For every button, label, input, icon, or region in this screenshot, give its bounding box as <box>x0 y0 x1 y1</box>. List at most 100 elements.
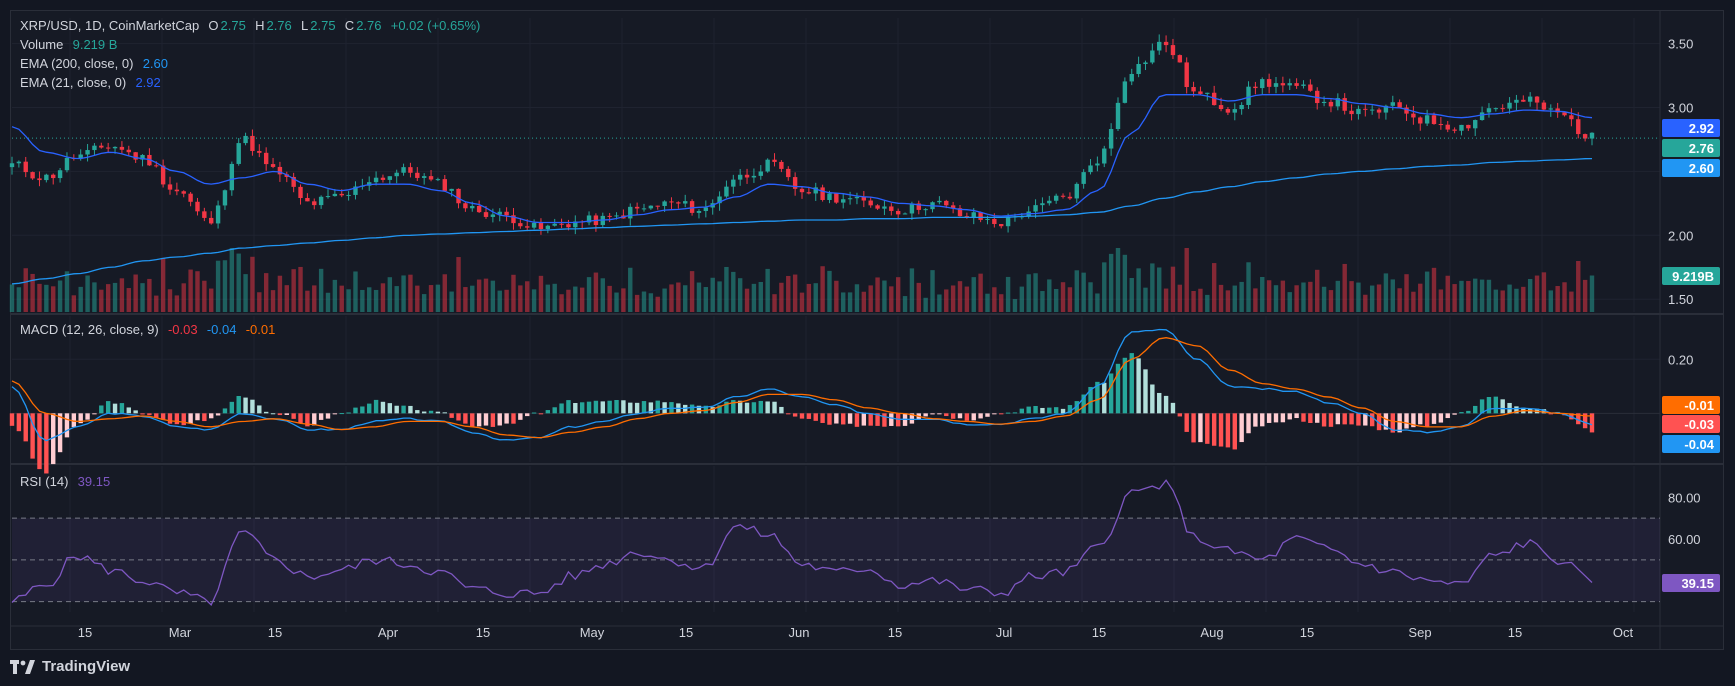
volume-bar <box>600 278 605 312</box>
macd-histogram-bar <box>497 413 502 426</box>
macd-histogram-bar <box>1363 413 1368 426</box>
ema200-badge-bg <box>1662 159 1720 177</box>
close-value: 2.76 <box>356 18 382 33</box>
macd-histogram-bar <box>724 401 729 414</box>
candle-body <box>689 201 695 213</box>
volume-bar <box>435 284 441 312</box>
macd-legend[interactable]: MACD (12, 26, close, 9) -0.03 -0.04 -0.0… <box>20 322 277 337</box>
volume-bar <box>703 287 709 312</box>
macd-histogram-bar <box>1019 408 1025 414</box>
macd-badge: -0.04 <box>1684 437 1714 452</box>
volume-bar <box>497 290 502 312</box>
macd-histogram-bar <box>1431 413 1437 424</box>
candle-body <box>209 217 214 224</box>
volume-bar <box>1555 286 1560 312</box>
candle-body <box>1053 195 1059 201</box>
macd-histogram-bar <box>174 413 180 425</box>
candle-body <box>1294 83 1299 86</box>
macd-histogram-bar <box>593 400 599 414</box>
volume-bar <box>889 286 894 312</box>
volume-bar <box>1157 267 1162 312</box>
candle-body <box>51 174 56 179</box>
candle-body <box>827 193 832 200</box>
macd-histogram-bar <box>325 413 331 419</box>
volume-legend[interactable]: Volume 9.219 B <box>20 37 119 52</box>
macd-histogram-bar <box>78 413 83 424</box>
macd-histogram-bar <box>243 397 248 414</box>
volume-bar <box>641 291 647 312</box>
candle-body <box>1060 195 1066 197</box>
volume-bar <box>209 288 214 312</box>
volume-bar <box>1108 253 1114 312</box>
macd-histogram-bar <box>1438 413 1444 423</box>
macd-histogram-bar <box>1005 412 1011 414</box>
macd-histogram-bar <box>655 400 660 414</box>
candle-body <box>518 223 523 227</box>
macd-histogram-bar <box>545 410 551 414</box>
volume-bar <box>1136 268 1141 312</box>
candle-body <box>765 159 770 172</box>
candle-body <box>167 184 173 190</box>
candle-body <box>483 212 489 217</box>
volume-bar <box>1466 280 1471 312</box>
macd-hist-badge: -0.03 <box>1684 417 1714 432</box>
macd-histogram-bar <box>971 413 976 421</box>
volume-bar <box>16 287 22 312</box>
macd-histogram-bar <box>51 413 56 465</box>
candle-body <box>648 205 654 209</box>
volume-bar <box>119 278 125 312</box>
macd-histogram-bar <box>1541 409 1547 414</box>
candle-body <box>1452 129 1457 131</box>
volume-bar <box>415 285 420 312</box>
candles <box>9 34 1595 235</box>
candle-body <box>834 193 839 203</box>
candle-body <box>1459 124 1464 131</box>
rsi-legend[interactable]: RSI (14) 39.15 <box>20 474 112 489</box>
candle-body <box>92 145 97 151</box>
volume-bar <box>421 294 427 312</box>
volume-bar <box>346 289 351 312</box>
volume-bar <box>724 266 729 312</box>
tradingview-watermark[interactable]: TradingView <box>10 658 130 675</box>
macd-histogram-bar <box>978 413 983 419</box>
candle-body <box>1081 172 1086 184</box>
macd-histogram-bar <box>779 406 784 414</box>
price-axis-label: 2.00 <box>1668 228 1693 243</box>
candle-body <box>215 205 221 224</box>
macd-line-value: -0.04 <box>206 322 237 337</box>
ema200-legend[interactable]: EMA (200, close, 0) 2.60 <box>20 56 170 71</box>
volume-bar <box>456 257 461 312</box>
macd-histogram-bar <box>1253 413 1258 427</box>
candle-body <box>1273 83 1279 87</box>
volume-bar <box>1383 273 1389 312</box>
volume-bar <box>1507 284 1512 312</box>
macd-histogram-bar <box>1548 413 1553 415</box>
macd-histogram-bar <box>628 402 633 414</box>
macd-histogram-bar <box>1349 413 1354 425</box>
candle-body <box>1074 183 1079 199</box>
macd-histogram-bar <box>291 413 296 419</box>
candle-body <box>1177 55 1183 63</box>
candle-body <box>1163 41 1169 46</box>
macd-histogram-bar <box>408 405 413 414</box>
macd-histogram-bar <box>786 413 791 415</box>
macd-histogram-bar <box>1191 413 1196 443</box>
macd-histogram-bar <box>1582 413 1588 429</box>
volume-bar <box>1294 285 1299 312</box>
volume-bar <box>1177 284 1183 312</box>
ema21-legend[interactable]: EMA (21, close, 0) 2.92 <box>20 75 163 90</box>
macd-histogram-bar <box>1170 402 1176 414</box>
macd-histogram-bar <box>504 413 509 424</box>
macd-histogram-bar <box>1095 381 1100 414</box>
macd-histogram-bar <box>744 402 750 414</box>
symbol-title[interactable]: XRP/USD, 1D, CoinMarketCap <box>20 18 200 33</box>
volume-bar <box>545 284 551 312</box>
volume-bar <box>1280 280 1286 312</box>
rsi-axis-label: 60.00 <box>1668 532 1701 547</box>
volume-bar <box>1033 273 1038 312</box>
candle-body <box>1301 84 1306 86</box>
volume-bar <box>1266 280 1272 312</box>
candle-body <box>1369 109 1375 111</box>
macd-histogram-bar <box>318 413 324 420</box>
